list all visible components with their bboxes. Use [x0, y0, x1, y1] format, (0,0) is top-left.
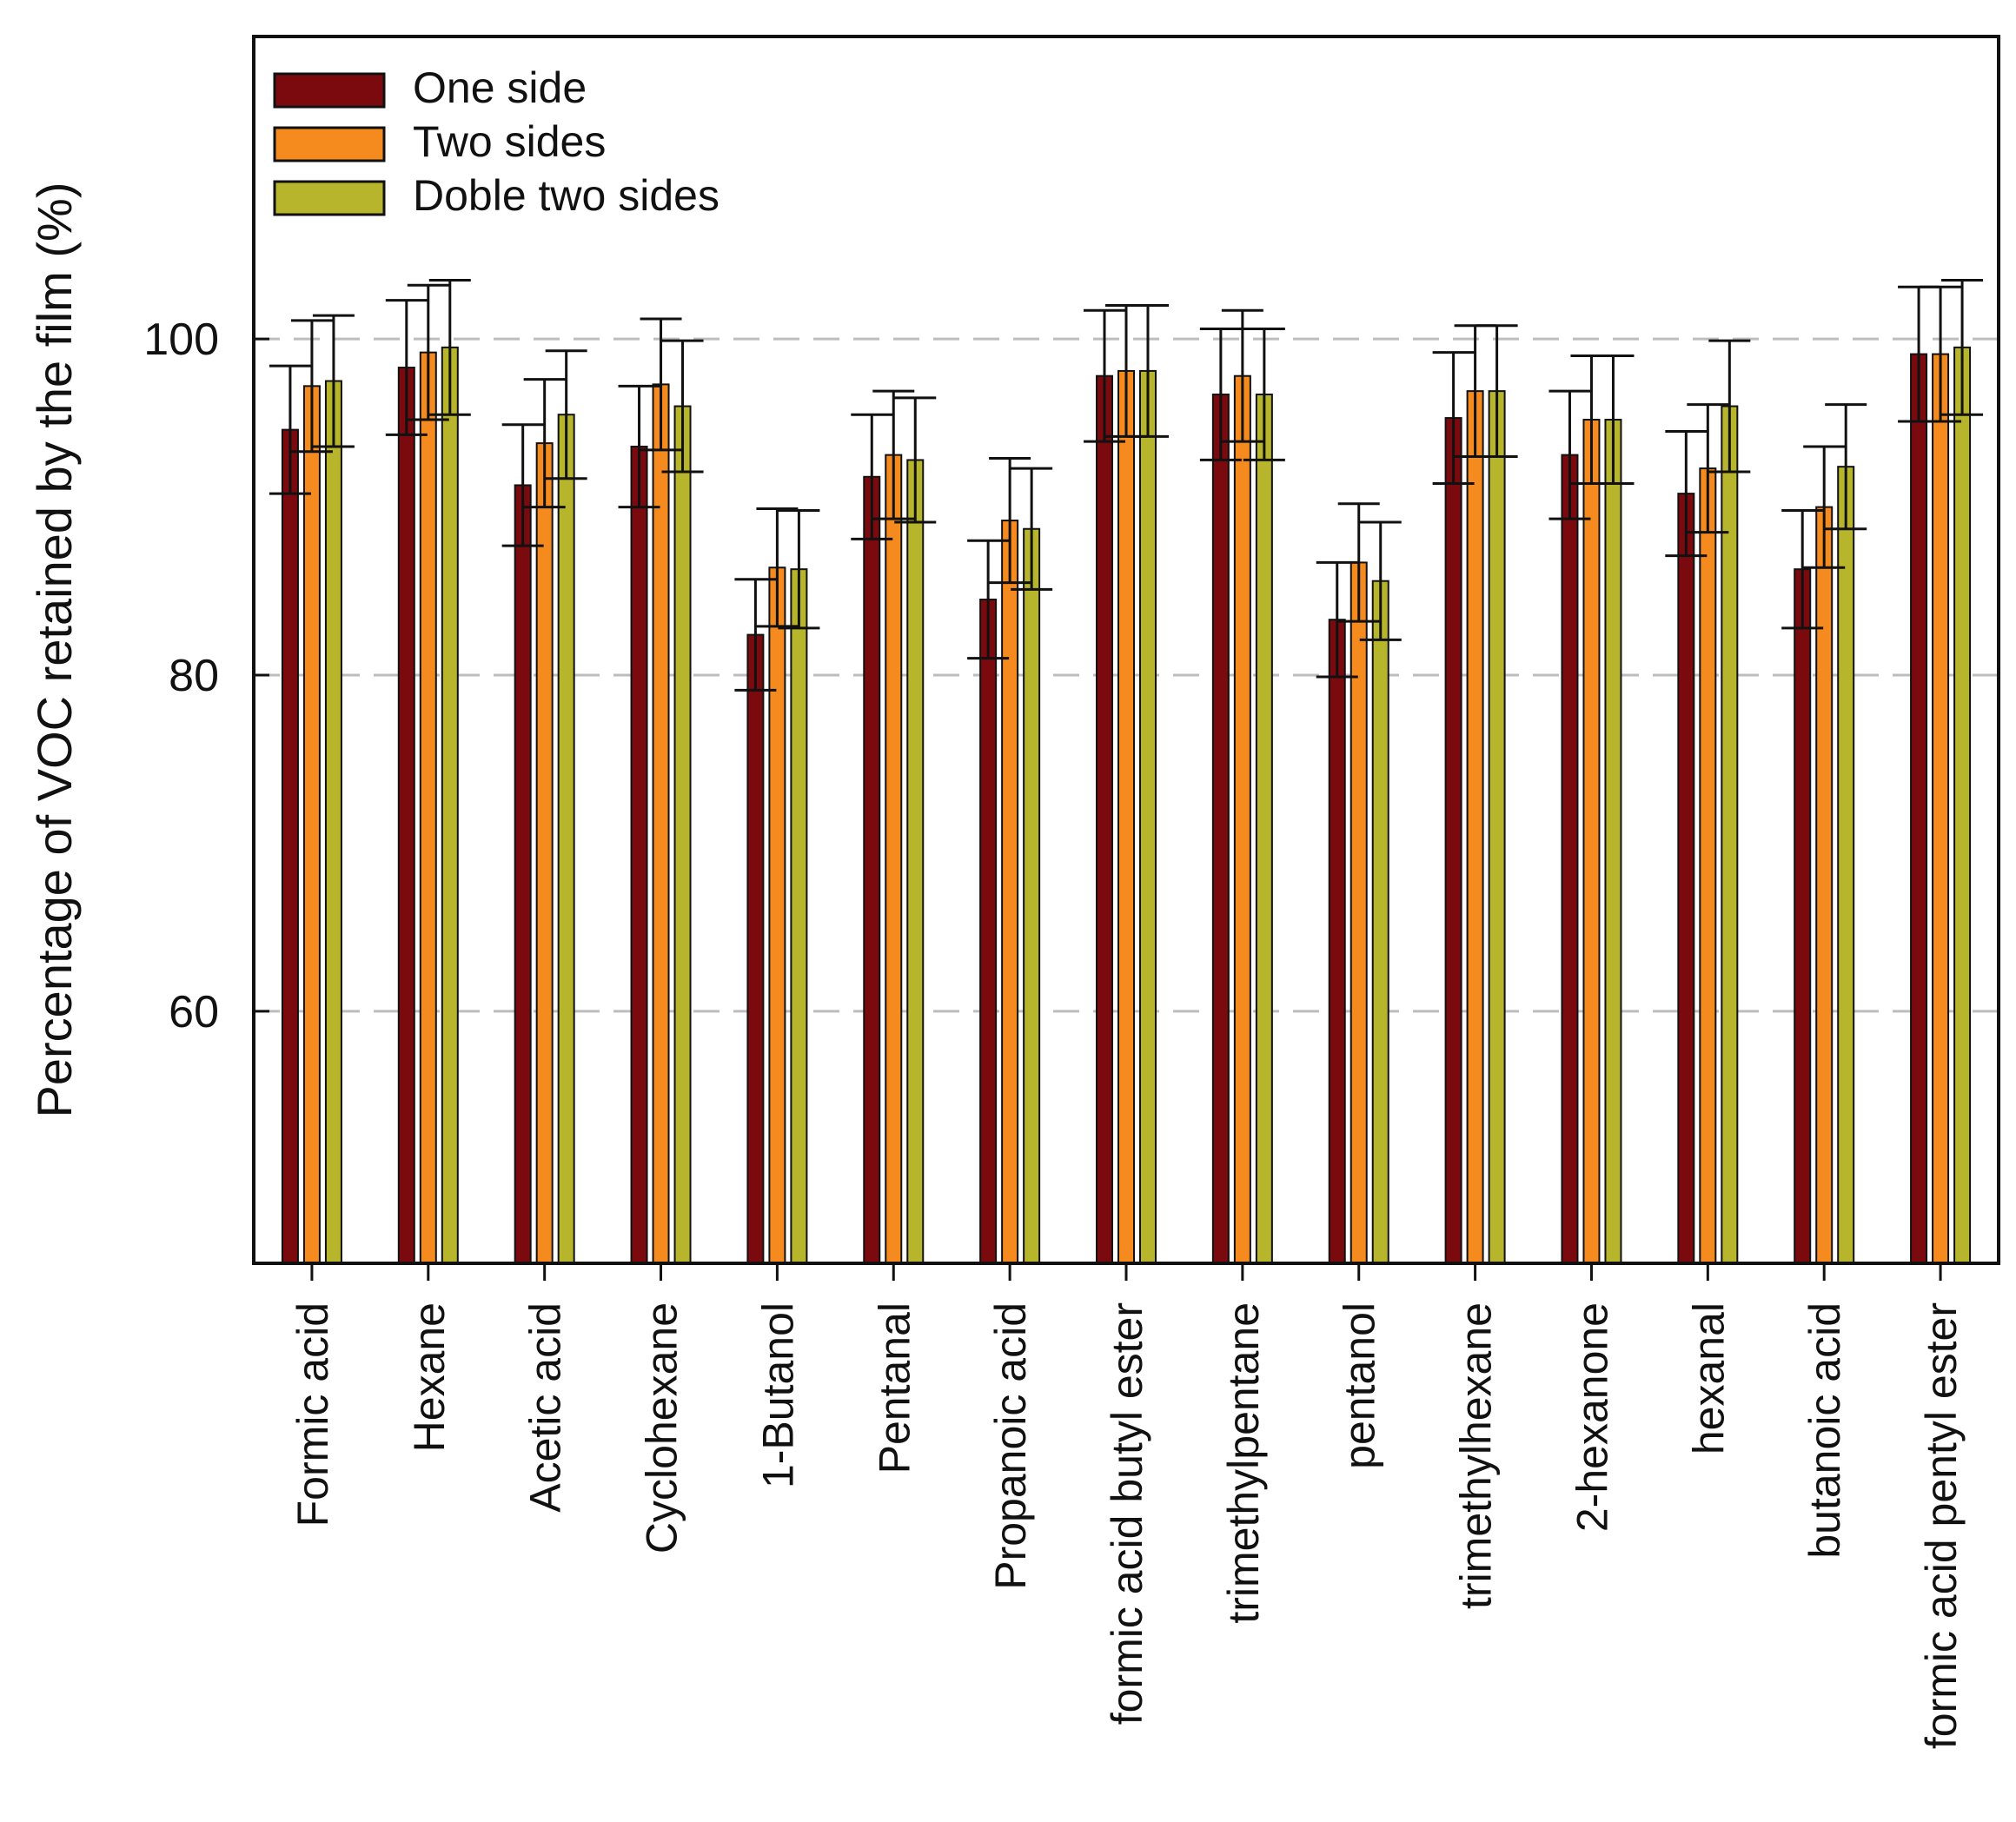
y-tick-label-80: 80: [169, 651, 219, 701]
bar: [906, 459, 925, 1264]
legend-swatch: [273, 180, 386, 216]
bar: [535, 442, 554, 1265]
bar: [1932, 353, 1950, 1264]
bar: [1255, 393, 1273, 1264]
bar: [1139, 369, 1157, 1265]
bar: [1444, 417, 1462, 1264]
bar: [1837, 466, 1855, 1264]
error-bars: [269, 278, 1984, 692]
bar: [1677, 493, 1695, 1264]
x-tick-label: Formic acid: [288, 1302, 337, 1527]
bar: [1488, 390, 1506, 1264]
bar: [1371, 580, 1389, 1264]
x-tick-label: Cyclohexane: [638, 1302, 686, 1554]
bar: [1815, 506, 1834, 1264]
legend-label: One side: [413, 63, 587, 112]
y-axis-title: Percentage of VOC retained by the film (…: [27, 182, 82, 1118]
bar: [885, 454, 903, 1264]
bar: [397, 367, 415, 1264]
bar: [790, 568, 808, 1264]
bar: [441, 346, 459, 1265]
bar: [1582, 419, 1601, 1264]
bar: [281, 428, 299, 1264]
bar: [768, 566, 786, 1264]
bar: [1023, 527, 1041, 1264]
x-tick-label: butanoic acid: [1800, 1302, 1849, 1559]
bar: [419, 351, 437, 1265]
x-tick-label: Hexane: [405, 1302, 454, 1452]
bar: [1721, 405, 1739, 1264]
x-tick-label: formic acid butyl ester: [1103, 1302, 1151, 1725]
bar: [1117, 369, 1135, 1265]
bar: [1233, 374, 1251, 1264]
bar: [1001, 520, 1019, 1264]
x-tick-label: Propanoic acid: [986, 1302, 1035, 1590]
bar: [1328, 619, 1346, 1264]
x-tick-label: 1-Butanol: [753, 1302, 802, 1488]
x-tick-label: Pentanal: [870, 1302, 918, 1474]
bar: [673, 405, 692, 1264]
y-tick-label-60: 60: [169, 987, 219, 1037]
bar: [863, 475, 881, 1264]
legend-label: Two sides: [413, 117, 606, 166]
bar: [1350, 561, 1368, 1264]
y-tick-label-100: 100: [143, 315, 219, 365]
bar: [1910, 353, 1928, 1264]
bar: [514, 484, 532, 1264]
legend-label: Doble two sides: [413, 171, 720, 220]
bar: [1953, 346, 1972, 1265]
bar: [1211, 393, 1230, 1264]
bar: [1466, 390, 1484, 1264]
x-tick-label: trimethylpentane: [1219, 1302, 1268, 1624]
bar: [1794, 568, 1812, 1264]
legend-swatch: [273, 72, 386, 109]
x-tick-label: formic acid pentyl ester: [1917, 1302, 1966, 1749]
x-tick-label: pentanol: [1336, 1302, 1384, 1469]
bar: [746, 633, 765, 1264]
bar: [1561, 454, 1579, 1264]
bar: [630, 445, 648, 1264]
bar: [652, 383, 670, 1264]
x-tick-label: Acetic acid: [521, 1302, 570, 1513]
bar: [1699, 467, 1717, 1264]
y-axis-ticks: 60 80 100: [143, 315, 269, 1037]
bar: [1096, 374, 1113, 1264]
bar: [557, 414, 575, 1264]
x-tick-label: hexanal: [1684, 1302, 1733, 1454]
bars: [281, 346, 1972, 1265]
bar: [302, 385, 321, 1264]
bar: [979, 598, 998, 1264]
legend-swatch: [273, 126, 386, 162]
x-tick-label: 2-hexanone: [1568, 1302, 1616, 1532]
bar: [324, 380, 342, 1264]
legend: One side Two sides Doble two sides: [273, 63, 720, 220]
x-axis-ticks: Formic acid Hexane Acetic acid Cyclohexane 1…: [288, 1263, 1966, 1749]
bar: [1604, 419, 1622, 1264]
x-tick-label: trimethylhexane: [1452, 1302, 1501, 1609]
